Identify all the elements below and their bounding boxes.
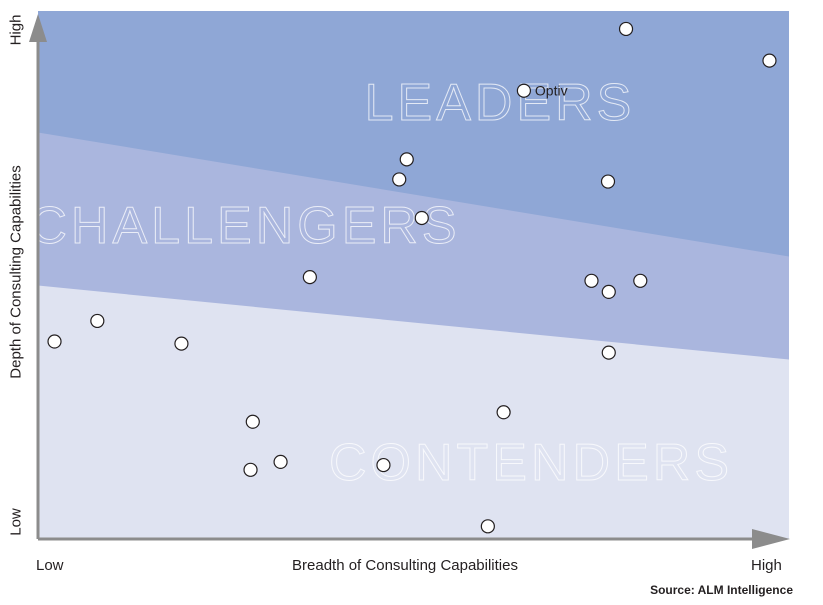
data-point [399, 152, 414, 167]
data-point [496, 405, 511, 420]
data-point [376, 457, 391, 473]
data-point [601, 284, 616, 299]
data-points: Optiv [47, 21, 777, 534]
x-axis-low-label: Low [36, 557, 64, 574]
x-axis-title: Breadth of Consulting Capabilities [292, 557, 518, 574]
data-point-label: Optiv [535, 83, 568, 99]
data-point [584, 273, 599, 288]
data-point [480, 519, 495, 534]
y-axis-low-label: Low [7, 508, 25, 536]
data-point [516, 83, 531, 98]
data-point [302, 270, 317, 285]
data-point [273, 454, 288, 470]
source-note: Source: ALM Intelligence [650, 583, 793, 597]
data-point [90, 313, 105, 329]
data-point [762, 53, 777, 68]
data-point [392, 172, 407, 187]
watermark-contenders: CONTENDERS [329, 434, 733, 492]
axes [29, 14, 790, 549]
data-point [633, 273, 648, 288]
watermark-challengers: CHALLENGERS [29, 197, 460, 255]
data-point [600, 174, 616, 189]
data-point [47, 334, 62, 349]
data-point [618, 21, 634, 37]
x-axis-high-label: High [751, 557, 782, 574]
data-point [174, 336, 189, 351]
quadrant-regions [38, 11, 789, 539]
data-point [245, 414, 260, 429]
region-watermarks: LEADERS CHALLENGERS CONTENDERS [29, 74, 733, 493]
x-axis-arrow [752, 529, 790, 549]
data-point [243, 462, 258, 477]
y-axis-high-label: High [7, 14, 25, 46]
watermark-leaders: LEADERS [365, 74, 636, 132]
data-point [601, 345, 616, 360]
y-axis-title: Depth of Consulting Capabilities [7, 165, 25, 379]
region-leaders [38, 11, 789, 257]
y-axis-arrow [29, 14, 47, 42]
data-point [414, 210, 429, 226]
